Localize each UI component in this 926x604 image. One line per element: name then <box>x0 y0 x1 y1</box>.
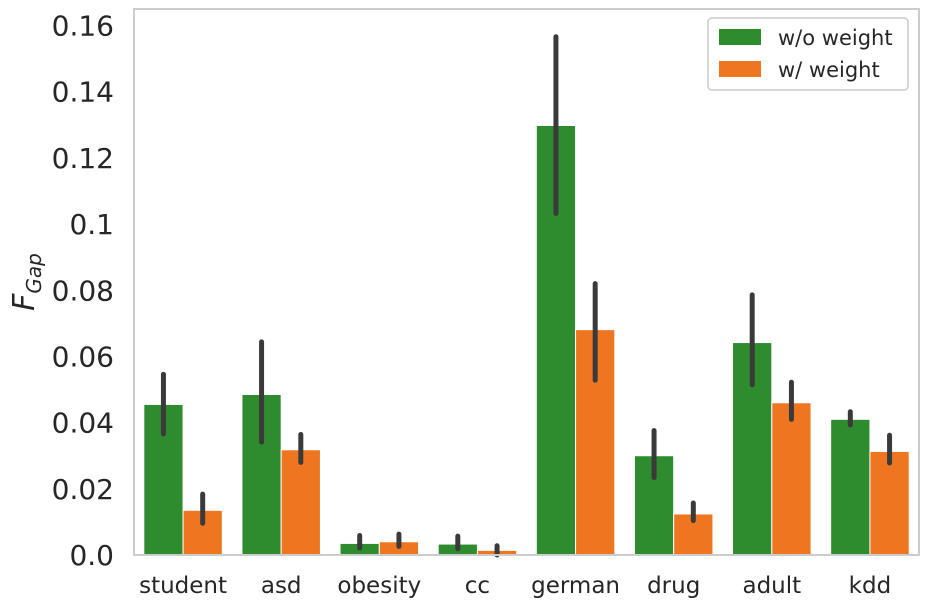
bar-kdd-w-o-weight <box>830 418 871 556</box>
legend-swatch-wo-weight <box>719 29 761 45</box>
y-axis-ticks: 0.0 0.02 0.04 0.06 0.08 0.1 0.12 0.14 0.16 <box>52 10 114 572</box>
x-tick-label-adult: adult <box>742 573 801 599</box>
x-tick-label-student: student <box>139 573 227 599</box>
y-tick-label: 0.06 <box>52 340 114 373</box>
x-tick-label-kdd: kdd <box>849 573 892 599</box>
x-tick-label-drug: drug <box>647 573 700 599</box>
error-bars-layer <box>160 34 893 558</box>
legend-swatch-w-weight <box>719 61 761 77</box>
x-tick-label-german: german <box>531 573 620 599</box>
y-axis-label: FGap <box>7 253 46 311</box>
plot-frame <box>133 8 920 556</box>
x-axis-ticks: student asd obesity cc german drug adult kdd <box>139 573 891 599</box>
x-tick-label-obesity: obesity <box>337 573 421 599</box>
y-tick-label: 0.14 <box>52 76 114 109</box>
y-tick-label: 0.0 <box>69 539 114 572</box>
y-tick-label: 0.04 <box>52 407 114 440</box>
y-tick-label: 0.08 <box>52 274 114 307</box>
legend-label-wo-weight: w/o weight <box>778 26 893 50</box>
x-tick-label-asd: asd <box>261 573 302 599</box>
bar-asd-w-weight <box>280 449 321 556</box>
x-tick-label-cc: cc <box>465 573 490 599</box>
y-tick-label: 0.02 <box>52 473 114 506</box>
y-tick-label: 0.12 <box>52 142 114 175</box>
legend-label-w-weight: w/ weight <box>778 58 880 82</box>
bar-kdd-w-weight <box>869 450 910 556</box>
bars-layer <box>143 124 910 556</box>
y-tick-label: 0.16 <box>52 10 114 43</box>
legend: w/o weight w/ weight <box>707 17 909 91</box>
y-tick-label: 0.1 <box>69 208 114 241</box>
bar-adult-w-weight <box>771 402 812 556</box>
